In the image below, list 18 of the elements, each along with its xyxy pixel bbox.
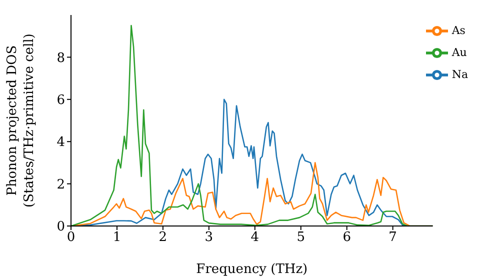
y-tick-label: 4 — [56, 135, 65, 150]
x-tick-label: 2 — [158, 230, 168, 246]
y-tick-label: 6 — [56, 93, 65, 108]
x-tick-label: 0 — [66, 230, 76, 246]
y-tick-label: 2 — [56, 177, 65, 192]
y-tick-label: 8 — [56, 50, 65, 66]
x-tick-label: 3 — [204, 230, 214, 246]
y-axis-title: Phonon projected DOS (States/THz·primitive cell) — [5, 33, 37, 208]
x-tick-label: 4 — [250, 230, 260, 246]
x-tick-label: 5 — [296, 230, 306, 246]
x-tick-label: 7 — [388, 230, 397, 246]
legend-label: As — [452, 24, 466, 37]
legend-label: Na — [452, 68, 468, 81]
y-tick-label: 0 — [56, 220, 65, 235]
legend-label: Au — [452, 46, 467, 59]
x-tick-label: 1 — [112, 230, 122, 246]
x-tick-label: 6 — [342, 230, 351, 246]
x-axis-title: Frequency (THz) — [196, 262, 308, 277]
